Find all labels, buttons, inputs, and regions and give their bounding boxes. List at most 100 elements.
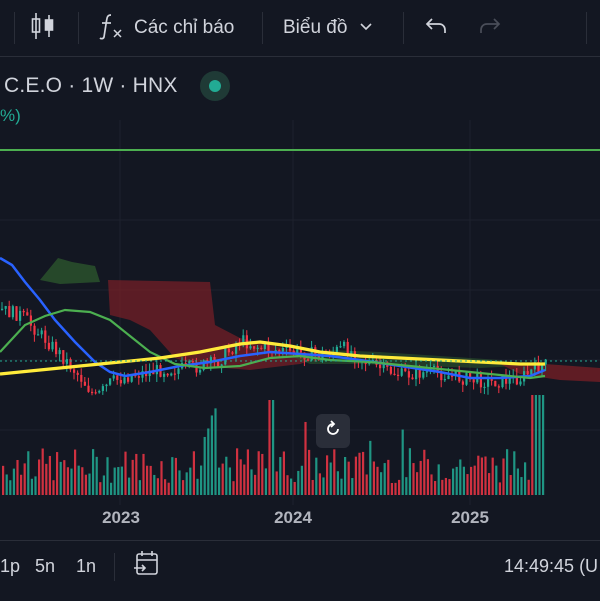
candle-body: [296, 348, 299, 354]
volume-bar: [167, 482, 170, 495]
volume-bar: [401, 429, 404, 495]
market-status-indicator: [199, 71, 230, 101]
candle-body: [307, 359, 310, 361]
candle-body: [15, 306, 18, 321]
candle-body: [220, 364, 223, 367]
volume-bar: [160, 461, 163, 495]
candle-body: [188, 361, 191, 364]
volume-bar: [513, 451, 516, 495]
chart-style-button[interactable]: [30, 0, 56, 56]
volume-bar: [484, 456, 487, 495]
candle-body: [490, 378, 493, 381]
candle-body: [62, 350, 65, 364]
candle-body: [407, 371, 410, 378]
volume-bar: [383, 463, 386, 495]
chart-type-dropdown[interactable]: Biểu đồ: [283, 0, 373, 56]
x-axis-year-2024: 2024: [274, 508, 312, 527]
volume-bar: [282, 451, 285, 495]
candle-body: [119, 379, 122, 384]
candle-body: [69, 359, 72, 370]
volume-bar: [462, 466, 465, 495]
volume-bar: [99, 482, 102, 495]
price-chart[interactable]: [0, 120, 600, 505]
candle-body: [274, 350, 277, 353]
reset-chart-button[interactable]: [316, 414, 350, 448]
volume-bar: [117, 467, 120, 495]
candle-body: [335, 346, 338, 353]
volume-bar: [38, 459, 41, 495]
volume-bar: [74, 449, 77, 495]
candle-body: [461, 381, 464, 385]
volume-bar: [156, 478, 159, 495]
candle-body: [411, 377, 414, 380]
bottom-bar: 1p 5n 1n 14:49:45 (U: [0, 540, 600, 601]
candle-body: [87, 385, 90, 392]
volume-bar: [236, 448, 239, 495]
volume-bar: [225, 456, 228, 495]
candle-body: [209, 357, 212, 364]
candle-body: [231, 352, 234, 354]
redo-icon: [478, 16, 502, 41]
symbol-legend[interactable]: C.E.O · 1W · HNX: [0, 62, 230, 110]
volume-bar: [480, 457, 483, 495]
volume-bar: [257, 451, 260, 495]
candle-body: [137, 376, 140, 378]
volume-bar: [372, 461, 375, 495]
volume-bar: [394, 482, 397, 495]
candle-body: [505, 374, 508, 384]
candle-body: [44, 330, 47, 343]
volume-bar: [380, 472, 383, 495]
candle-body: [292, 350, 295, 354]
volume-bar: [92, 449, 95, 495]
volume-bar: [81, 467, 84, 495]
candle-body: [184, 362, 187, 365]
volume-bar: [398, 479, 401, 495]
candle-body: [508, 377, 511, 384]
volume-bar: [322, 477, 325, 495]
candle-body: [519, 381, 522, 385]
candle-body: [472, 379, 475, 383]
candle-body: [451, 375, 454, 377]
toolbar-divider: [586, 12, 587, 44]
volume-bar: [488, 473, 491, 495]
chevron-down-icon: [359, 19, 373, 37]
volume-bar: [369, 440, 372, 495]
volume-bar: [9, 480, 12, 495]
volume-bar: [466, 474, 469, 495]
volume-bar: [95, 456, 98, 495]
volume-bar: [441, 479, 444, 495]
volume-bar: [34, 476, 37, 495]
range-1n-button[interactable]: 1n: [76, 555, 97, 576]
volume-bar: [102, 475, 105, 495]
range-1p-button[interactable]: 1p: [0, 555, 21, 576]
redo-button[interactable]: [478, 0, 502, 56]
volume-bar: [30, 478, 33, 495]
volume-bar: [218, 467, 221, 495]
volume-bar: [5, 474, 8, 495]
volume-bar: [542, 395, 545, 495]
candle-body: [497, 386, 500, 388]
candle-body: [19, 310, 22, 321]
volume-bar: [300, 465, 303, 495]
candle-body: [123, 377, 126, 384]
volume-bar: [207, 428, 210, 495]
volume-bar: [232, 481, 235, 495]
go-to-date-button[interactable]: [132, 541, 162, 591]
indicators-button[interactable]: Các chỉ báo: [98, 0, 234, 56]
clock-time: 14:49:45 (U: [504, 555, 599, 576]
volume-bar: [142, 453, 145, 495]
volume-bar: [455, 466, 458, 495]
volume-bar: [459, 459, 462, 495]
volume-bar: [192, 451, 195, 495]
volume-bar: [70, 468, 73, 495]
range-5n-button[interactable]: 5n: [35, 555, 56, 576]
undo-button[interactable]: [424, 0, 448, 56]
volume-bar: [509, 474, 512, 495]
cloud-bearish-segment: [500, 364, 600, 382]
volume-bar: [516, 468, 519, 495]
volume-bar: [358, 452, 361, 495]
candle-body: [235, 344, 238, 354]
candle-body: [11, 306, 14, 318]
cloud-bullish-segment: [40, 258, 100, 284]
volume-bar: [27, 451, 30, 495]
